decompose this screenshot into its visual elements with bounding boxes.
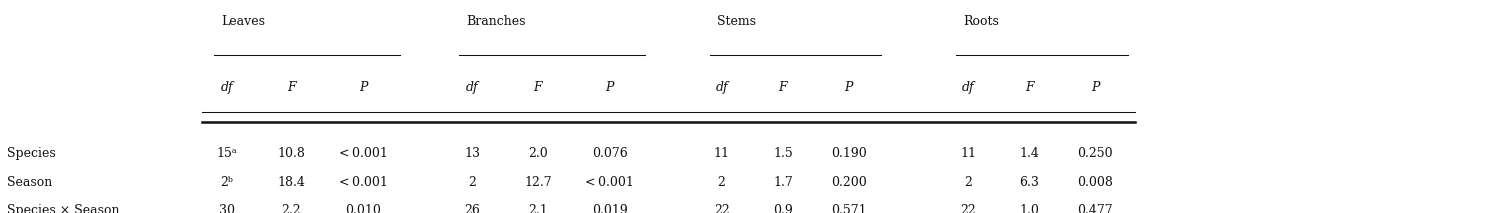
Text: df: df (221, 81, 233, 94)
Text: 15ᵃ: 15ᵃ (217, 147, 238, 160)
Text: 0.477: 0.477 (1077, 204, 1113, 213)
Text: 26: 26 (465, 204, 480, 213)
Text: F: F (533, 81, 542, 94)
Text: 18.4: 18.4 (278, 176, 305, 189)
Text: 2: 2 (964, 176, 973, 189)
Text: P: P (605, 81, 614, 94)
Text: < 0.001: < 0.001 (586, 176, 633, 189)
Text: Leaves: Leaves (221, 15, 264, 28)
Text: 13: 13 (465, 147, 480, 160)
Text: 0.9: 0.9 (772, 204, 793, 213)
Text: P: P (844, 81, 853, 94)
Text: 30: 30 (220, 204, 235, 213)
Text: 22: 22 (714, 204, 729, 213)
Text: 6.3: 6.3 (1019, 176, 1040, 189)
Text: 0.571: 0.571 (831, 204, 867, 213)
Text: F: F (1025, 81, 1034, 94)
Text: F: F (287, 81, 296, 94)
Text: P: P (359, 81, 368, 94)
Text: 1.4: 1.4 (1019, 147, 1040, 160)
Text: Season: Season (7, 176, 52, 189)
Text: Roots: Roots (964, 15, 999, 28)
Text: < 0.001: < 0.001 (339, 176, 387, 189)
Text: df: df (466, 81, 478, 94)
Text: 2.1: 2.1 (527, 204, 548, 213)
Text: Stems: Stems (717, 15, 756, 28)
Text: 2.0: 2.0 (527, 147, 548, 160)
Text: 0.190: 0.190 (831, 147, 867, 160)
Text: 2.2: 2.2 (281, 204, 302, 213)
Text: 2: 2 (468, 176, 477, 189)
Text: 0.200: 0.200 (831, 176, 867, 189)
Text: P: P (1091, 81, 1100, 94)
Text: 1.0: 1.0 (1019, 204, 1040, 213)
Text: 12.7: 12.7 (524, 176, 551, 189)
Text: Branches: Branches (466, 15, 526, 28)
Text: 11: 11 (714, 147, 729, 160)
Text: 2: 2 (717, 176, 726, 189)
Text: 0.010: 0.010 (345, 204, 381, 213)
Text: df: df (962, 81, 974, 94)
Text: 1.5: 1.5 (772, 147, 793, 160)
Text: 0.019: 0.019 (592, 204, 627, 213)
Text: Species × Season: Species × Season (7, 204, 120, 213)
Text: 10.8: 10.8 (278, 147, 305, 160)
Text: F: F (778, 81, 787, 94)
Text: 0.250: 0.250 (1077, 147, 1113, 160)
Text: df: df (716, 81, 728, 94)
Text: < 0.001: < 0.001 (339, 147, 387, 160)
Text: 22: 22 (961, 204, 976, 213)
Text: 2ᵇ: 2ᵇ (221, 176, 233, 189)
Text: 11: 11 (961, 147, 976, 160)
Text: 0.008: 0.008 (1077, 176, 1113, 189)
Text: 0.076: 0.076 (592, 147, 627, 160)
Text: 1.7: 1.7 (772, 176, 793, 189)
Text: Species: Species (7, 147, 57, 160)
